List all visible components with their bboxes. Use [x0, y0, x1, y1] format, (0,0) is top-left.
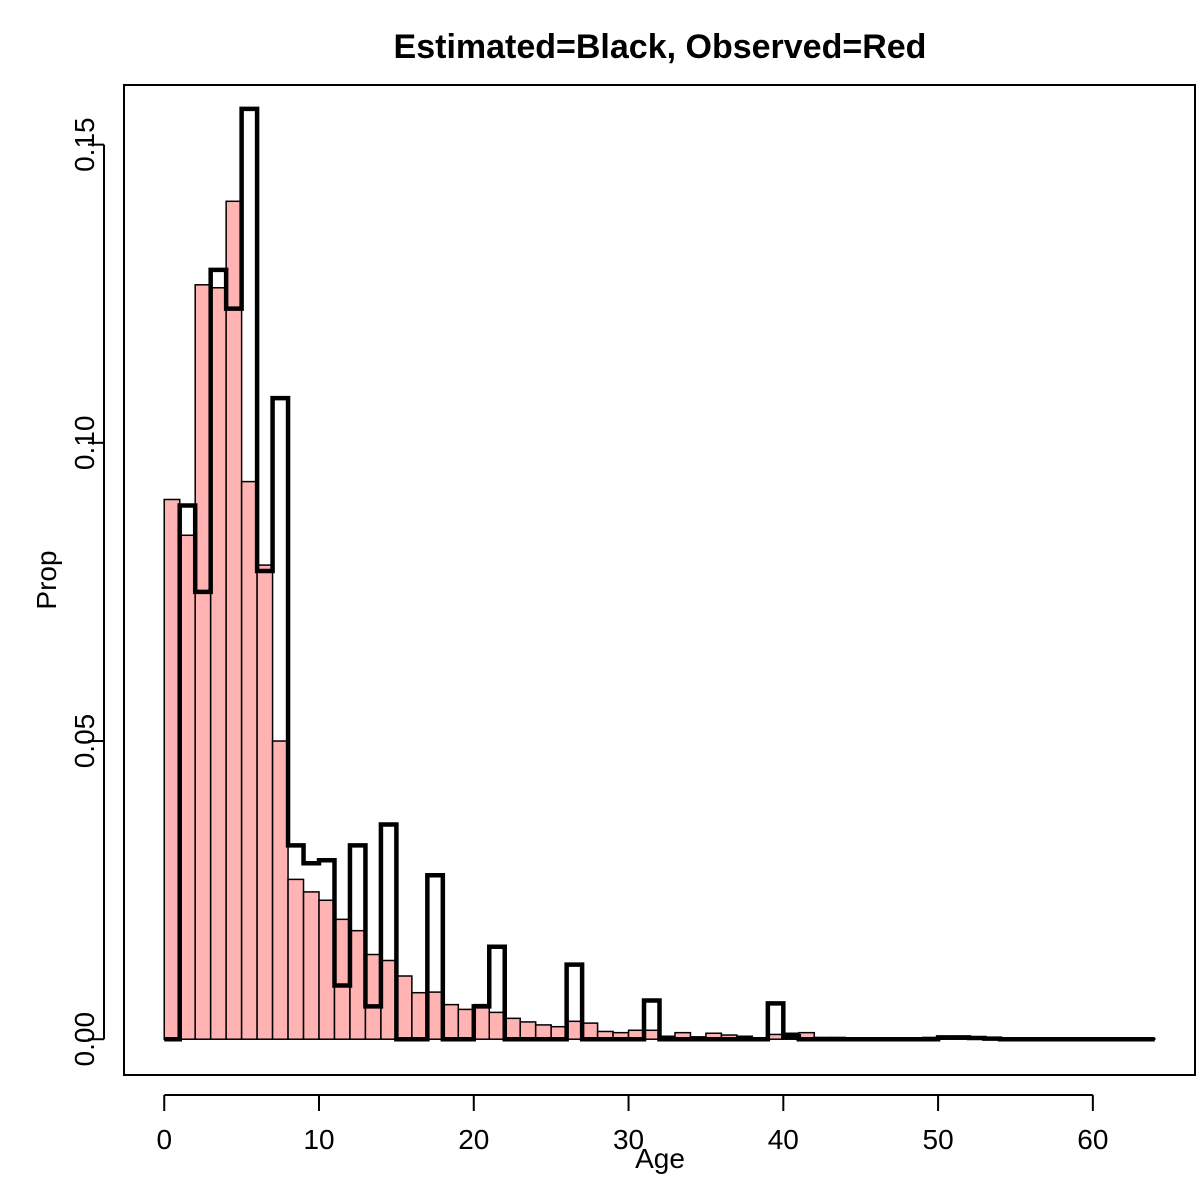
observed-bar: [503, 1017, 521, 1040]
observed-bar: [767, 1033, 785, 1040]
observed-bar: [302, 891, 320, 1040]
observed-bar: [271, 740, 289, 1040]
observed-bar: [457, 1008, 475, 1040]
observed-bar: [287, 878, 305, 1040]
observed-bar: [643, 1029, 661, 1040]
observed-bar: [488, 1011, 506, 1040]
observed-bar: [426, 991, 444, 1040]
y-tick-label: 0.10: [69, 416, 100, 471]
y-axis: 0.00 0.05 0.10 0.15: [69, 117, 105, 1067]
observed-bar: [519, 1021, 537, 1040]
plot-frame: [123, 84, 1196, 1076]
observed-bar: [256, 564, 274, 1040]
x-axis: 0 10 20 30 40 50 60: [156, 1094, 1108, 1155]
observed-bar: [411, 991, 429, 1040]
x-tick-label: 60: [1077, 1124, 1108, 1155]
y-tick-label: 0.00: [69, 1012, 100, 1067]
observed-bars: [163, 200, 1156, 1040]
x-tick-label: 50: [923, 1124, 954, 1155]
observed-bar: [194, 284, 212, 1040]
estimated-step-line: [164, 106, 1155, 1042]
x-axis-label: Age: [635, 1143, 685, 1174]
observed-bar: [349, 929, 367, 1040]
y-tick-label: 0.15: [69, 117, 100, 172]
observed-bar: [240, 480, 258, 1040]
observed-bar: [209, 287, 227, 1040]
y-axis-label: Prop: [31, 550, 62, 609]
observed-bar: [318, 899, 336, 1040]
x-tick-label: 40: [768, 1124, 799, 1155]
observed-bar: [364, 953, 382, 1040]
chart-title: Estimated=Black, Observed=Red: [394, 28, 927, 66]
observed-bar: [163, 498, 181, 1040]
observed-bar: [565, 1020, 583, 1040]
x-tick-label: 20: [458, 1124, 489, 1155]
x-tick-label: 10: [303, 1124, 334, 1155]
observed-bar: [380, 959, 398, 1040]
observed-bar: [333, 918, 351, 1040]
x-tick-label: 0: [156, 1124, 172, 1155]
observed-bar: [581, 1022, 599, 1040]
observed-bar: [178, 534, 196, 1040]
observed-bar: [395, 975, 413, 1040]
y-tick-label: 0.05: [69, 714, 100, 769]
x-tick-label: 30: [613, 1124, 644, 1155]
observed-bar: [225, 200, 243, 1040]
observed-bar: [473, 1003, 491, 1040]
observed-bar: [442, 1003, 460, 1040]
